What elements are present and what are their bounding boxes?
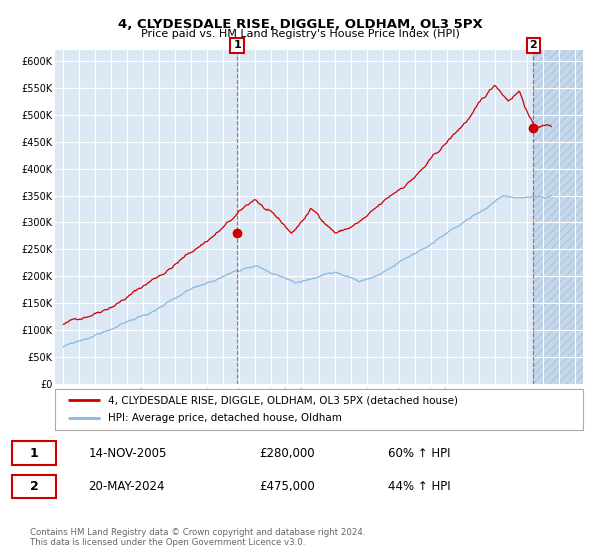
Text: 2: 2 [529, 40, 537, 50]
Text: Price paid vs. HM Land Registry's House Price Index (HPI): Price paid vs. HM Land Registry's House … [140, 29, 460, 39]
Text: £475,000: £475,000 [259, 480, 314, 493]
Text: Contains HM Land Registry data © Crown copyright and database right 2024.: Contains HM Land Registry data © Crown c… [30, 528, 365, 536]
Text: 4, CLYDESDALE RISE, DIGGLE, OLDHAM, OL3 5PX: 4, CLYDESDALE RISE, DIGGLE, OLDHAM, OL3 … [118, 18, 482, 31]
FancyBboxPatch shape [12, 475, 56, 498]
Text: This data is licensed under the Open Government Licence v3.0.: This data is licensed under the Open Gov… [30, 538, 305, 547]
FancyBboxPatch shape [12, 441, 56, 465]
Text: 2: 2 [29, 480, 38, 493]
Bar [533, 50, 583, 384]
Text: 1: 1 [29, 446, 38, 460]
Text: 1: 1 [233, 40, 241, 50]
Text: 4, CLYDESDALE RISE, DIGGLE, OLDHAM, OL3 5PX (detached house): 4, CLYDESDALE RISE, DIGGLE, OLDHAM, OL3 … [108, 395, 458, 405]
Text: 20-MAY-2024: 20-MAY-2024 [88, 480, 165, 493]
Text: £280,000: £280,000 [259, 446, 314, 460]
Text: 60% ↑ HPI: 60% ↑ HPI [388, 446, 451, 460]
Text: HPI: Average price, detached house, Oldham: HPI: Average price, detached house, Oldh… [108, 413, 342, 423]
Text: 14-NOV-2005: 14-NOV-2005 [88, 446, 167, 460]
Text: 44% ↑ HPI: 44% ↑ HPI [388, 480, 451, 493]
